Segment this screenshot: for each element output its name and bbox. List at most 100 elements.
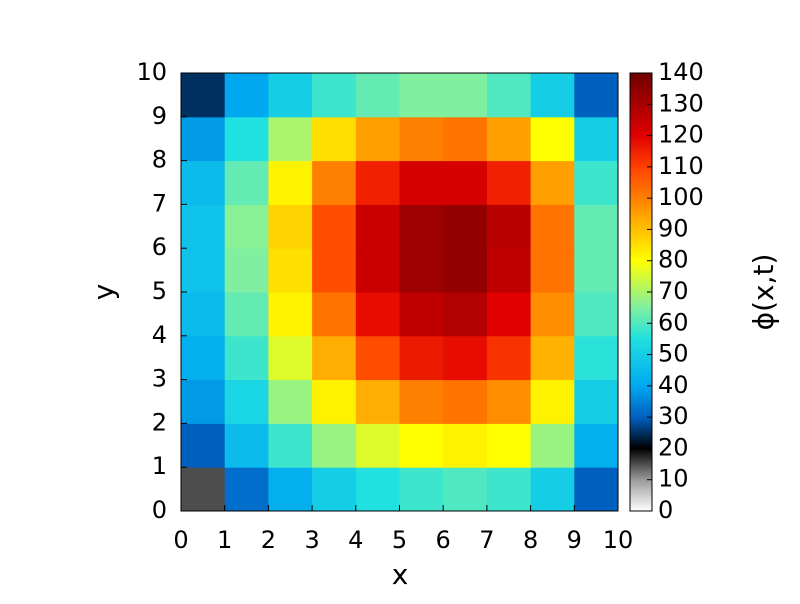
heatmap-cell	[355, 335, 400, 381]
heatmap-cell	[355, 204, 400, 249]
colorbar-tick-label: 60	[658, 308, 689, 336]
heatmap-cell	[399, 379, 444, 424]
x-tick-label: 4	[348, 526, 363, 554]
heatmap-cell	[312, 160, 357, 205]
y-tick-label: 2	[152, 408, 167, 436]
y-tick-label: 10	[136, 58, 167, 86]
heatmap-cell	[443, 379, 488, 424]
y-tick-label: 5	[152, 277, 167, 305]
heatmap-cell	[486, 204, 532, 249]
heatmap-cell	[530, 467, 575, 512]
heatmap-cell	[486, 73, 532, 118]
heatmap-cell	[399, 335, 444, 381]
heatmap-cell	[574, 248, 619, 293]
heatmap-cell	[399, 116, 444, 162]
heatmap-cell	[224, 160, 269, 205]
heatmap-cell	[355, 423, 400, 468]
y-tick-label: 6	[152, 233, 167, 261]
colorbar-tick-label: 50	[658, 340, 689, 368]
heatmap-cell	[181, 379, 226, 424]
heatmap-cell	[181, 116, 226, 162]
y-tick-label: 4	[152, 321, 167, 349]
heatmap-cell	[530, 335, 575, 381]
heatmap-cell	[443, 160, 488, 205]
heatmap-cell	[181, 292, 226, 337]
heatmap-cell	[574, 204, 619, 249]
heatmap-cell	[268, 73, 313, 118]
heatmap-cell	[355, 467, 400, 512]
heatmap-cell	[486, 467, 532, 512]
heatmap-cell	[224, 467, 269, 512]
colorbar-tick-label: 140	[658, 58, 704, 86]
heatmap-cell	[312, 204, 357, 249]
colorbar-label: ϕ(x,t)	[747, 254, 780, 331]
colorbar-tick-label: 40	[658, 371, 689, 399]
colorbar-tick-label: 20	[658, 433, 689, 461]
heatmap-cell	[574, 160, 619, 205]
heatmap-cell	[181, 467, 226, 512]
heatmap-cell	[312, 73, 357, 118]
heatmap-cell	[181, 423, 226, 468]
heatmap-cell	[268, 204, 313, 249]
heatmap-cell	[224, 204, 269, 249]
heatmap-cell	[312, 423, 357, 468]
heatmap-cell	[355, 248, 400, 293]
heatmap-cell	[443, 335, 488, 381]
heatmap-cell	[268, 248, 313, 293]
colorbar-tick-label: 80	[658, 246, 689, 274]
heatmap-cell	[530, 379, 575, 424]
y-tick-label: 0	[152, 496, 167, 524]
x-axis-label: x	[392, 558, 409, 591]
heatmap-cell	[574, 467, 619, 512]
heatmap-cell	[181, 73, 226, 118]
heatmap-cell	[181, 160, 226, 205]
y-tick-label: 3	[152, 365, 167, 393]
heatmap-cell	[443, 204, 488, 249]
x-tick-label: 1	[217, 526, 232, 554]
colorbar-tick-label: 130	[658, 89, 704, 117]
heatmap-cell	[312, 116, 357, 162]
heatmap-cell	[268, 292, 313, 337]
colorbar-tick-label: 30	[658, 402, 689, 430]
heatmap-cell	[312, 292, 357, 337]
y-tick-label: 9	[152, 102, 167, 130]
heatmap-cell	[399, 204, 444, 249]
heatmap-cell	[399, 423, 444, 468]
heatmap-cell	[574, 292, 619, 337]
heatmap-cell	[224, 292, 269, 337]
heatmap-cell	[355, 116, 400, 162]
heatmap-cell	[181, 204, 226, 249]
y-axis-label: y	[87, 284, 120, 301]
x-tick-label: 5	[392, 526, 407, 554]
heatmap-cell	[268, 423, 313, 468]
heatmap-cell	[574, 335, 619, 381]
colorbar-tick-label: 100	[658, 183, 704, 211]
heatmap-cell	[224, 335, 269, 381]
heatmap-cell	[312, 379, 357, 424]
x-tick-label: 7	[479, 526, 494, 554]
colorbar-tick-label: 10	[658, 465, 689, 493]
heatmap-cell	[443, 116, 488, 162]
y-tick-label: 8	[152, 146, 167, 174]
heatmap-cell	[574, 73, 619, 118]
heatmap-cell	[355, 379, 400, 424]
heatmap-cell	[181, 248, 226, 293]
colorbar-tick-label: 0	[658, 496, 673, 524]
heatmap-cell	[530, 423, 575, 468]
heatmap-cell	[443, 423, 488, 468]
heatmap-cell	[486, 160, 532, 205]
heatmap-cell	[399, 467, 444, 512]
heatmap-cell	[443, 73, 488, 118]
y-tick-label: 1	[152, 452, 167, 480]
heatmap-cell	[443, 467, 488, 512]
heatmap-cell	[355, 160, 400, 205]
x-tick-label: 10	[603, 526, 634, 554]
heatmap-cell	[486, 335, 532, 381]
x-tick-label: 2	[261, 526, 276, 554]
heatmap-cell	[399, 73, 444, 118]
colorbar-tick-label: 90	[658, 214, 689, 242]
heatmap-cell	[399, 248, 444, 293]
heatmap-cell	[443, 292, 488, 337]
heatmap-cell	[530, 73, 575, 118]
